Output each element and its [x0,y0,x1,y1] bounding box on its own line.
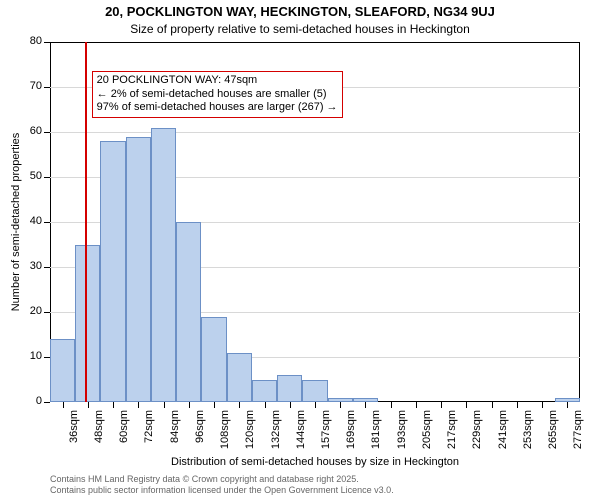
attribution-line-2: Contains public sector information licen… [50,485,394,496]
xtick-label: 108sqm [219,410,231,460]
xtick-mark [138,402,139,408]
xtick-mark [265,402,266,408]
histogram-bar [227,353,252,403]
xtick-label: 205sqm [421,410,433,460]
histogram-bar [277,375,302,402]
plot-area: 0102030405060708036sqm48sqm60sqm72sqm84s… [50,42,580,402]
xtick-label: 265sqm [547,410,559,460]
chart-container: { "layout": { "width": 600, "height": 50… [0,0,600,500]
xtick-mark [365,402,366,408]
xtick-mark [88,402,89,408]
xtick-mark [290,402,291,408]
xtick-label: 36sqm [68,410,80,460]
annotation-line: 97% of semi-detached houses are larger (… [97,101,338,115]
xtick-label: 253sqm [522,410,534,460]
annotation-line: ← 2% of semi-detached houses are smaller… [97,88,338,102]
ytick-mark [44,267,50,268]
xtick-mark [441,402,442,408]
ytick-mark [44,87,50,88]
xtick-label: 144sqm [295,410,307,460]
xtick-mark [315,402,316,408]
xtick-label: 72sqm [143,410,155,460]
xtick-mark [466,402,467,408]
histogram-bar [302,380,327,403]
xtick-mark [517,402,518,408]
xtick-mark [164,402,165,408]
xtick-mark [340,402,341,408]
ytick-mark [44,402,50,403]
annotation-line: 20 POCKLINGTON WAY: 47sqm [97,74,338,88]
histogram-bar [176,222,201,402]
xtick-label: 169sqm [345,410,357,460]
chart-subtitle: Size of property relative to semi-detach… [0,22,600,36]
x-axis-label: Distribution of semi-detached houses by … [50,456,580,468]
xtick-label: 229sqm [471,410,483,460]
xtick-mark [492,402,493,408]
xtick-label: 96sqm [194,410,206,460]
xtick-mark [542,402,543,408]
xtick-mark [63,402,64,408]
xtick-label: 84sqm [169,410,181,460]
ytick-mark [44,132,50,133]
xtick-label: 48sqm [93,410,105,460]
xtick-mark [567,402,568,408]
xtick-label: 277sqm [572,410,584,460]
histogram-bar [151,128,176,403]
xtick-label: 60sqm [118,410,130,460]
attribution: Contains HM Land Registry data © Crown c… [50,474,394,496]
ytick-mark [44,222,50,223]
property-marker-line [85,42,87,402]
histogram-bar [50,339,75,402]
chart-title: 20, POCKLINGTON WAY, HECKINGTON, SLEAFOR… [0,4,600,19]
xtick-label: 120sqm [244,410,256,460]
xtick-label: 157sqm [320,410,332,460]
xtick-mark [214,402,215,408]
histogram-bar [100,141,125,402]
histogram-bar [201,317,226,403]
histogram-bar [126,137,151,403]
histogram-bar [252,380,277,403]
attribution-line-1: Contains HM Land Registry data © Crown c… [50,474,394,485]
xtick-label: 181sqm [370,410,382,460]
ytick-mark [44,177,50,178]
xtick-mark [239,402,240,408]
xtick-mark [113,402,114,408]
xtick-mark [416,402,417,408]
ytick-mark [44,312,50,313]
xtick-label: 193sqm [396,410,408,460]
xtick-mark [391,402,392,408]
property-annotation: 20 POCKLINGTON WAY: 47sqm← 2% of semi-de… [92,71,343,118]
histogram-bar [75,245,100,403]
xtick-mark [189,402,190,408]
y-axis-label: Number of semi-detached properties [10,42,22,402]
ytick-mark [44,42,50,43]
xtick-label: 217sqm [446,410,458,460]
xtick-label: 132sqm [270,410,282,460]
xtick-label: 241sqm [497,410,509,460]
